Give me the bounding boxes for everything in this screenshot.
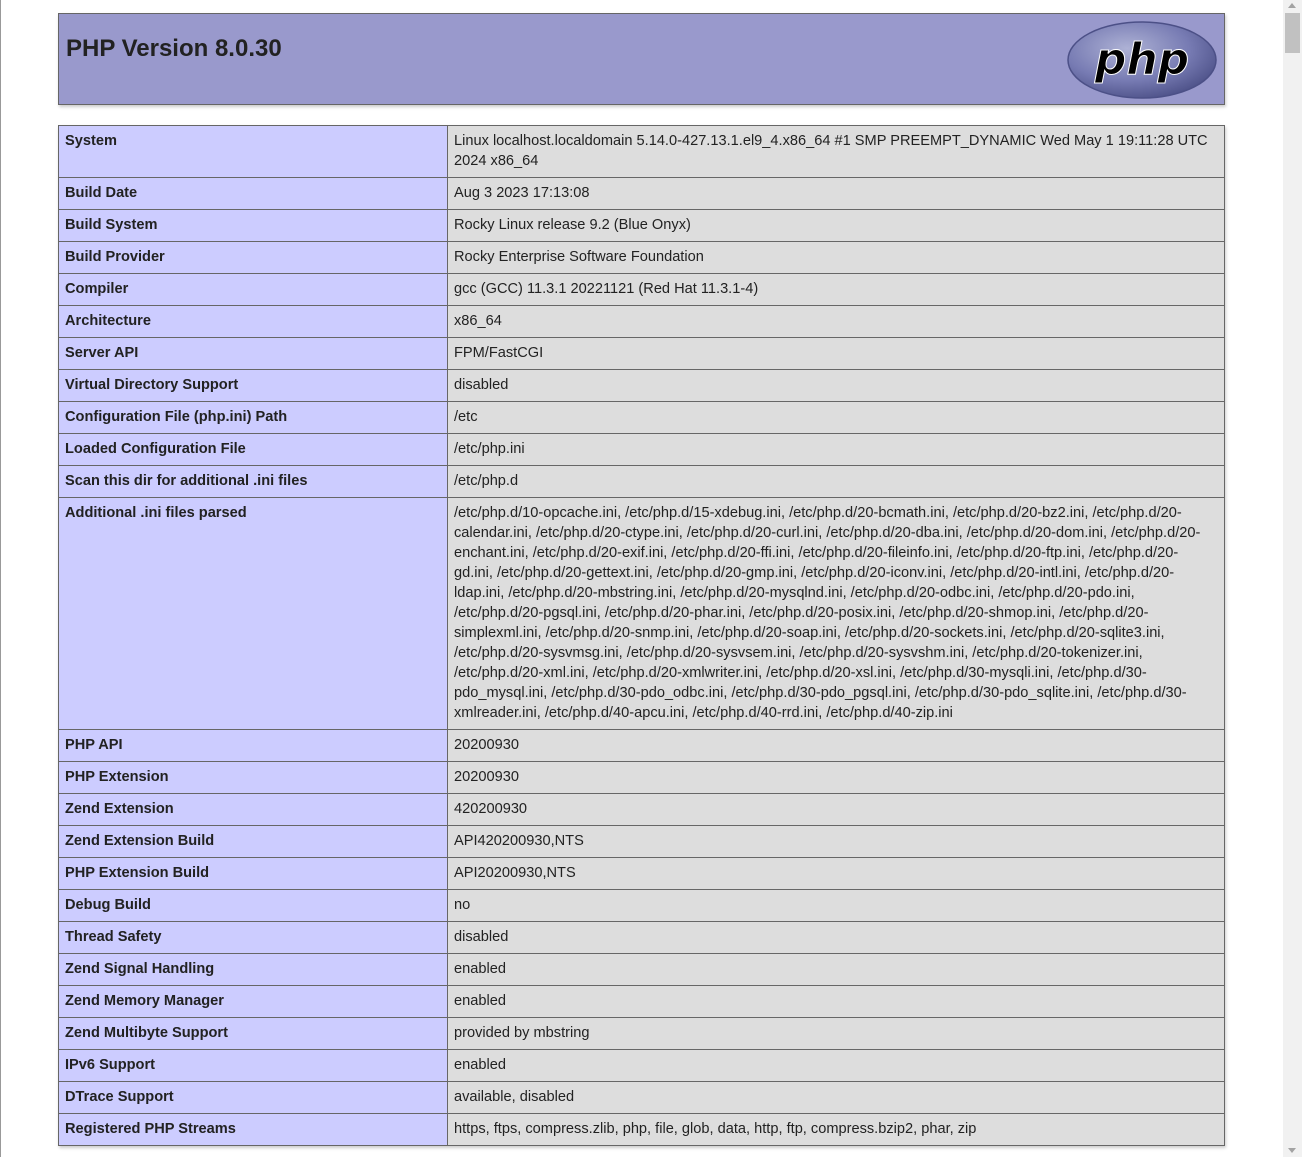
row-value: Rocky Linux release 9.2 (Blue Onyx) (447, 209, 1225, 242)
row-value: /etc/php.d/10-opcache.ini, /etc/php.d/15… (447, 497, 1225, 730)
table-row: Zend Extension 420200930 (58, 793, 1225, 826)
row-key: Compiler (58, 273, 448, 306)
table-row: Registered PHP Streams https, ftps, compr… (58, 1113, 1225, 1146)
row-key: Zend Extension Build (58, 825, 448, 858)
row-key: Build Provider (58, 241, 448, 274)
row-key: IPv6 Support (58, 1049, 448, 1082)
row-value: https, ftps, compress.zlib, php, file, g… (447, 1113, 1225, 1146)
table-row: Scan this dir for additional .ini files /… (58, 465, 1225, 498)
row-value: enabled (447, 953, 1225, 986)
table-row: Architecture x86_64 (58, 305, 1225, 338)
row-key: Thread Safety (58, 921, 448, 954)
row-key: Registered PHP Streams (58, 1113, 448, 1146)
scrollbar-thumb[interactable] (1285, 13, 1300, 53)
php-logo[interactable]: php (1066, 20, 1218, 100)
row-key: Loaded Configuration File (58, 433, 448, 466)
scroll-up-arrow-icon[interactable] (1288, 3, 1296, 8)
row-key: System (58, 125, 448, 178)
table-row: Configuration File (php.ini) Path/etc (58, 401, 1225, 434)
row-value: API420200930,NTS (447, 825, 1225, 858)
row-value: 420200930 (447, 793, 1225, 826)
row-key: Configuration File (php.ini) Path (58, 401, 448, 434)
row-key: Scan this dir for additional .ini files (58, 465, 448, 498)
row-value: x86_64 (447, 305, 1225, 338)
info-table: System Linux localhost.localdomain 5.14.0… (58, 125, 1225, 1146)
table-row: Thread Safety disabled (58, 921, 1225, 954)
row-value: provided by mbstring (447, 1017, 1225, 1050)
row-key: Zend Multibyte Support (58, 1017, 448, 1050)
table-row: PHP API 20200930 (58, 729, 1225, 762)
row-key: Zend Memory Manager (58, 985, 448, 1018)
table-row: IPv6 Support enabled (58, 1049, 1225, 1082)
table-row: System Linux localhost.localdomain 5.14.0… (58, 125, 1225, 178)
table-row: DTrace Support available, disabled (58, 1081, 1225, 1114)
row-key: Server API (58, 337, 448, 370)
row-value: disabled (447, 369, 1225, 402)
row-key: Zend Signal Handling (58, 953, 448, 986)
version-header: PHP Version 8.0.30 php (58, 13, 1225, 105)
row-value: Aug 3 2023 17:13:08 (447, 177, 1225, 210)
row-key: PHP Extension (58, 761, 448, 794)
row-key: Debug Build (58, 889, 448, 922)
row-value: Linux localhost.localdomain 5.14.0-427.1… (447, 125, 1225, 178)
row-value: /etc (447, 401, 1225, 434)
window-edge (0, 0, 1, 1157)
table-row: Build Date Aug 3 2023 17:13:08 (58, 177, 1225, 210)
table-row: Additional .ini files parsed/etc/php.d/1… (58, 497, 1225, 730)
table-row: PHP Extension Build API20200930,NTS (58, 857, 1225, 890)
phpinfo-page: PHP Version 8.0.30 php System Linux local… (58, 13, 1225, 1146)
row-value: available, disabled (447, 1081, 1225, 1114)
row-value: API20200930,NTS (447, 857, 1225, 890)
row-value: disabled (447, 921, 1225, 954)
scroll-down-arrow-icon[interactable] (1288, 1148, 1296, 1153)
row-key: Build System (58, 209, 448, 242)
row-value: Rocky Enterprise Software Foundation (447, 241, 1225, 274)
row-key: Additional .ini files parsed (58, 497, 448, 730)
vertical-scrollbar[interactable] (1283, 0, 1302, 1157)
table-row: PHP Extension 20200930 (58, 761, 1225, 794)
row-value: gcc (GCC) 11.3.1 20221121 (Red Hat 11.3.… (447, 273, 1225, 306)
row-key: PHP API (58, 729, 448, 762)
table-row: Zend Extension Build API420200930,NTS (58, 825, 1225, 858)
row-key: Build Date (58, 177, 448, 210)
table-row: Zend Multibyte Support provided by mbstri… (58, 1017, 1225, 1050)
row-key: Virtual Directory Support (58, 369, 448, 402)
row-value: 20200930 (447, 761, 1225, 794)
row-key: DTrace Support (58, 1081, 448, 1114)
table-row: Compiler gcc (GCC) 11.3.1 20221121 (Red H… (58, 273, 1225, 306)
row-key: Zend Extension (58, 793, 448, 826)
row-value: FPM/FastCGI (447, 337, 1225, 370)
page-title: PHP Version 8.0.30 (66, 35, 282, 62)
table-row: Zend Signal Handling enabled (58, 953, 1225, 986)
table-row: Build Provider Rocky Enterprise Software … (58, 241, 1225, 274)
table-row: Debug Build no (58, 889, 1225, 922)
table-row: Loaded Configuration File/etc/php.ini (58, 433, 1225, 466)
row-value: /etc/php.d (447, 465, 1225, 498)
row-value: /etc/php.ini (447, 433, 1225, 466)
table-row: Server API FPM/FastCGI (58, 337, 1225, 370)
row-key: PHP Extension Build (58, 857, 448, 890)
logo-text: php (1094, 34, 1189, 85)
row-value: enabled (447, 985, 1225, 1018)
row-value: enabled (447, 1049, 1225, 1082)
row-value: no (447, 889, 1225, 922)
row-value: 20200930 (447, 729, 1225, 762)
table-row: Build System Rocky Linux release 9.2 (Blu… (58, 209, 1225, 242)
row-key: Architecture (58, 305, 448, 338)
table-row: Virtual Directory Support disabled (58, 369, 1225, 402)
table-row: Zend Memory Manager enabled (58, 985, 1225, 1018)
